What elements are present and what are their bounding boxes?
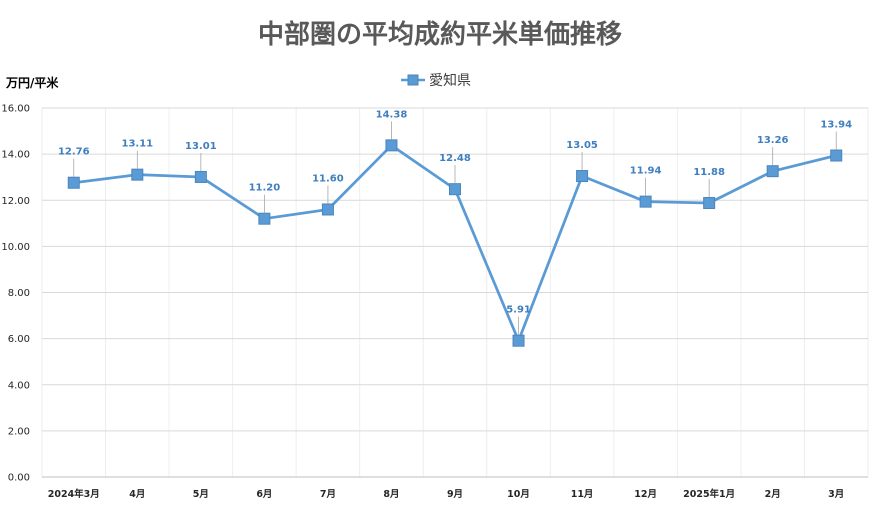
data-label: 13.26 [757,135,789,146]
data-label: 11.60 [312,173,344,184]
y-tick-label: 10.00 [1,242,30,253]
data-label: 13.94 [820,120,852,131]
data-label: 12.48 [439,153,471,164]
y-axis-unit-label: 万円/平米 [5,75,59,90]
x-tick-label: 7月 [320,489,336,500]
x-tick-label: 11月 [571,489,594,500]
data-labels: 12.76 13.11 13.01 11.20 11.60 14.38 12.48 5.91 1… [58,109,852,335]
y-tick-label: 8.00 [8,288,30,299]
data-label: 13.11 [121,139,153,150]
x-tick-label: 12月 [634,489,657,500]
data-label: 11.88 [693,167,725,178]
y-tick-label: 0.00 [8,473,30,484]
data-point-marker [703,197,716,210]
x-tick-label: 4月 [129,489,145,500]
data-label: 14.38 [376,109,408,120]
data-point-marker [639,195,652,208]
data-label: 5.91 [506,305,531,316]
data-point-marker [830,149,843,162]
x-tick-label: 10月 [507,489,530,500]
data-point-marker [766,165,779,178]
y-tick-label: 16.00 [1,104,30,115]
y-tick-label: 14.00 [1,150,30,161]
data-label: 12.76 [58,147,90,158]
grid [41,107,869,478]
data-point-marker [131,168,144,181]
x-tick-label: 5月 [193,489,209,500]
data-label: 11.20 [249,183,281,194]
legend: 愛知県 [401,72,471,89]
data-label: 13.01 [185,141,217,152]
axes: 0.00 2.00 4.00 6.00 8.00 10.00 12.00 14.00 16.00… [1,104,868,500]
x-tick-label: 2025年1月 [683,488,735,500]
data-point-marker [258,212,271,225]
chart-title: 中部圏の平均成約平米単価推移 [258,19,622,50]
data-label: 13.05 [566,140,598,151]
data-label: 11.94 [630,166,662,177]
y-tick-label: 4.00 [8,380,30,391]
x-tick-label: 3月 [828,489,844,500]
data-point-marker [576,170,589,183]
x-tick-label: 9月 [447,489,463,500]
y-tick-label: 2.00 [8,426,30,437]
data-point-marker [67,176,80,189]
data-point-marker [385,139,398,152]
x-tick-label: 2月 [765,489,781,500]
y-tick-label: 6.00 [8,334,30,345]
legend-label: 愛知県 [429,72,471,89]
x-tick-label: 6月 [256,489,272,500]
legend-marker-swatch [407,74,419,86]
x-tick-label: 8月 [383,489,399,500]
data-point-marker [321,203,334,216]
y-tick-label: 12.00 [1,196,30,207]
data-point-marker [449,183,461,196]
data-point-marker [512,334,525,347]
data-point-marker [194,170,207,183]
series-line [67,139,843,347]
x-tick-label: 2024年3月 [48,488,100,500]
